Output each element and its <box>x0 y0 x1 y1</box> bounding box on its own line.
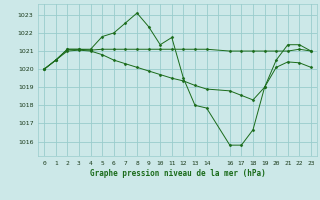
X-axis label: Graphe pression niveau de la mer (hPa): Graphe pression niveau de la mer (hPa) <box>90 169 266 178</box>
